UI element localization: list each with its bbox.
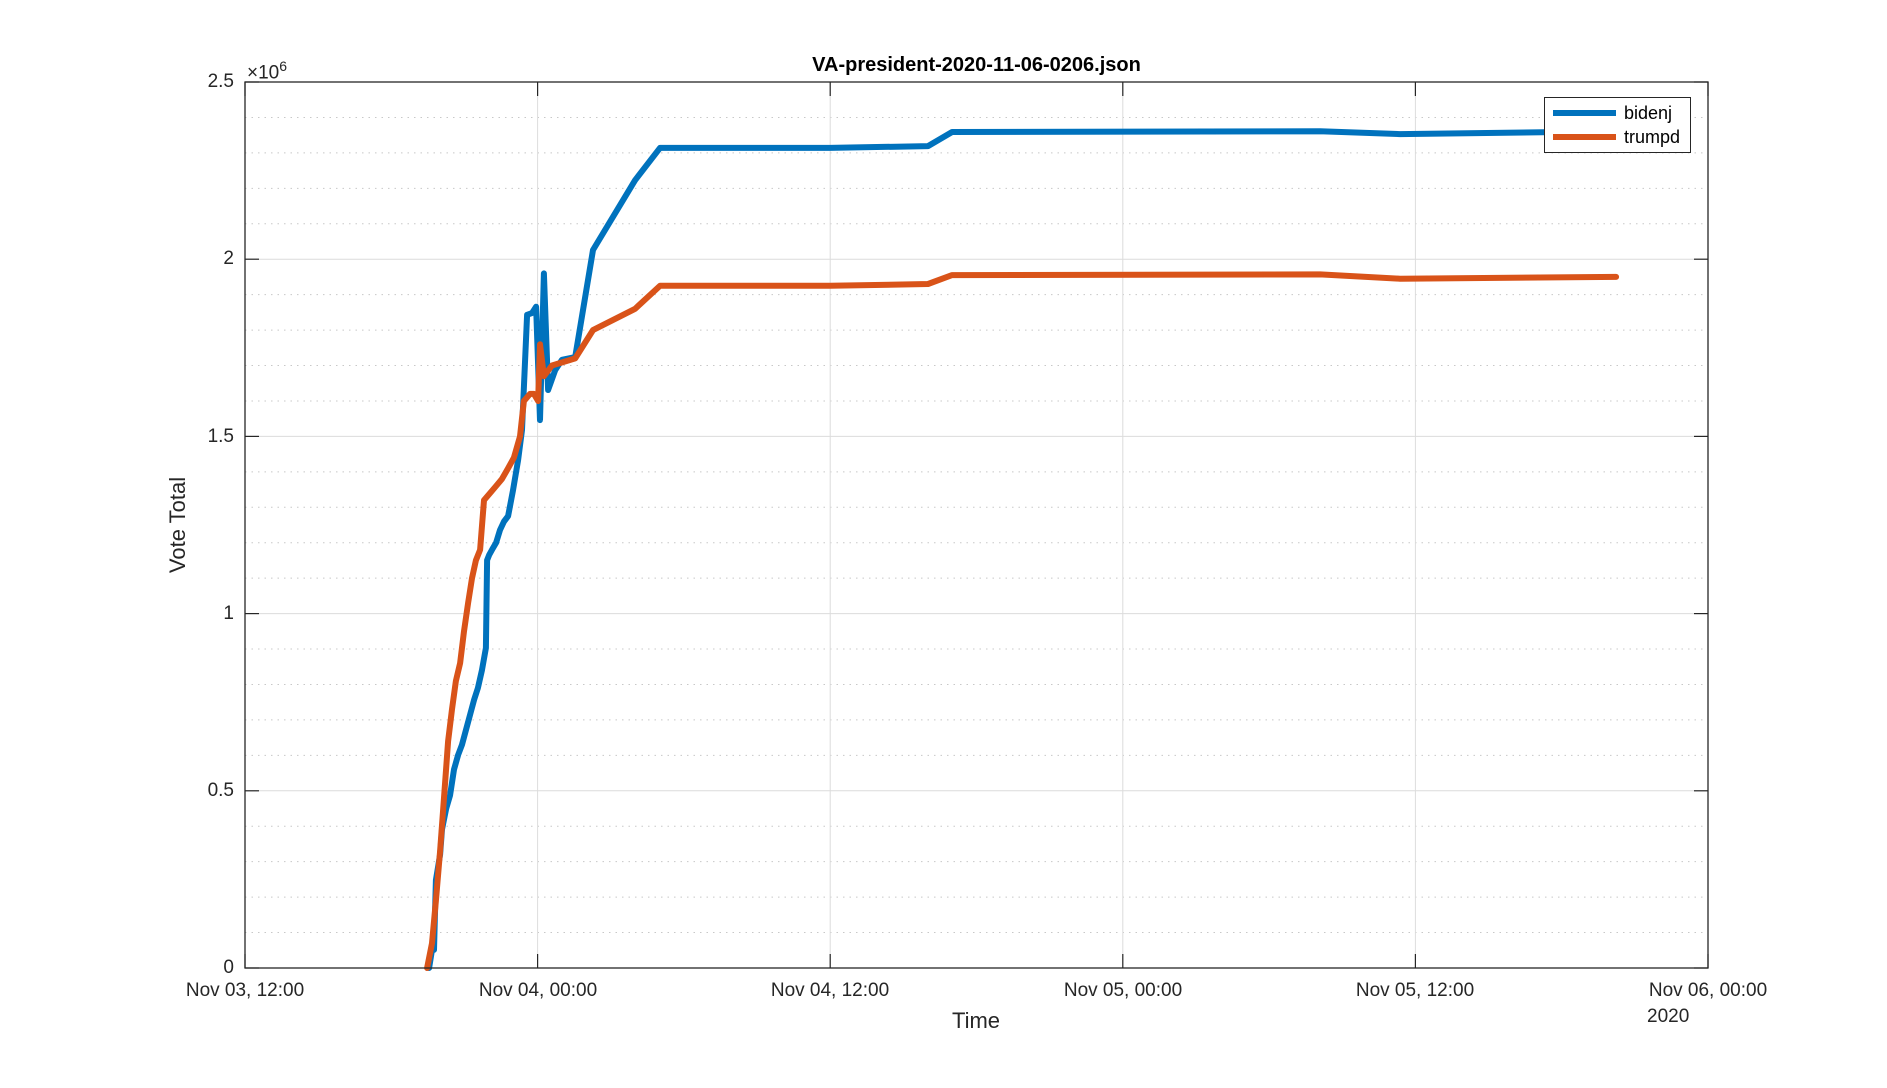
- y-axis-label: Vote Total: [165, 476, 190, 574]
- x-tick-label: Nov 05, 12:00: [1355, 980, 1475, 1001]
- y-tick-label: 2: [223, 248, 234, 269]
- chart-title: VA-president-2020-11-06-0206.json: [812, 54, 1141, 76]
- legend[interactable]: bidenj trumpd: [1544, 97, 1691, 153]
- x-axis-label: Time: [951, 1008, 1001, 1033]
- legend-item-bidenj[interactable]: bidenj: [1553, 101, 1672, 125]
- series-line-trumpd: [424, 271, 1620, 971]
- x-tick-label: Nov 05, 00:00: [1063, 980, 1183, 1001]
- series-line-bidenj: [426, 128, 1620, 971]
- legend-item-trumpd[interactable]: trumpd: [1553, 125, 1680, 149]
- x-tick-label: Nov 03, 12:00: [185, 980, 305, 1001]
- tick-marks: [244, 81, 1709, 969]
- major-gridlines: [244, 81, 1709, 969]
- y-tick-label: 1: [223, 603, 234, 624]
- y-tick-label: 2.5: [207, 71, 234, 92]
- legend-swatch-bidenj: [1553, 110, 1616, 116]
- y-exponent-label: ×106: [247, 58, 288, 84]
- x-axis-year-label: 2020: [1647, 1006, 1690, 1027]
- x-tick-label: Nov 04, 00:00: [478, 980, 598, 1001]
- y-tick-label: 0: [223, 957, 234, 978]
- data-series: [424, 128, 1620, 971]
- minor-gridlines: [245, 116, 1708, 934]
- y-tick-label: 1.5: [207, 426, 234, 447]
- legend-label: bidenj: [1624, 102, 1673, 123]
- x-tick-label: Nov 04, 12:00: [770, 980, 890, 1001]
- x-tick-label: Nov 06, 00:00: [1648, 980, 1768, 1001]
- legend-swatch-trumpd: [1553, 134, 1616, 140]
- legend-label: trumpd: [1624, 126, 1681, 147]
- y-tick-label: 0.5: [207, 780, 234, 801]
- axes-box: [244, 81, 1709, 969]
